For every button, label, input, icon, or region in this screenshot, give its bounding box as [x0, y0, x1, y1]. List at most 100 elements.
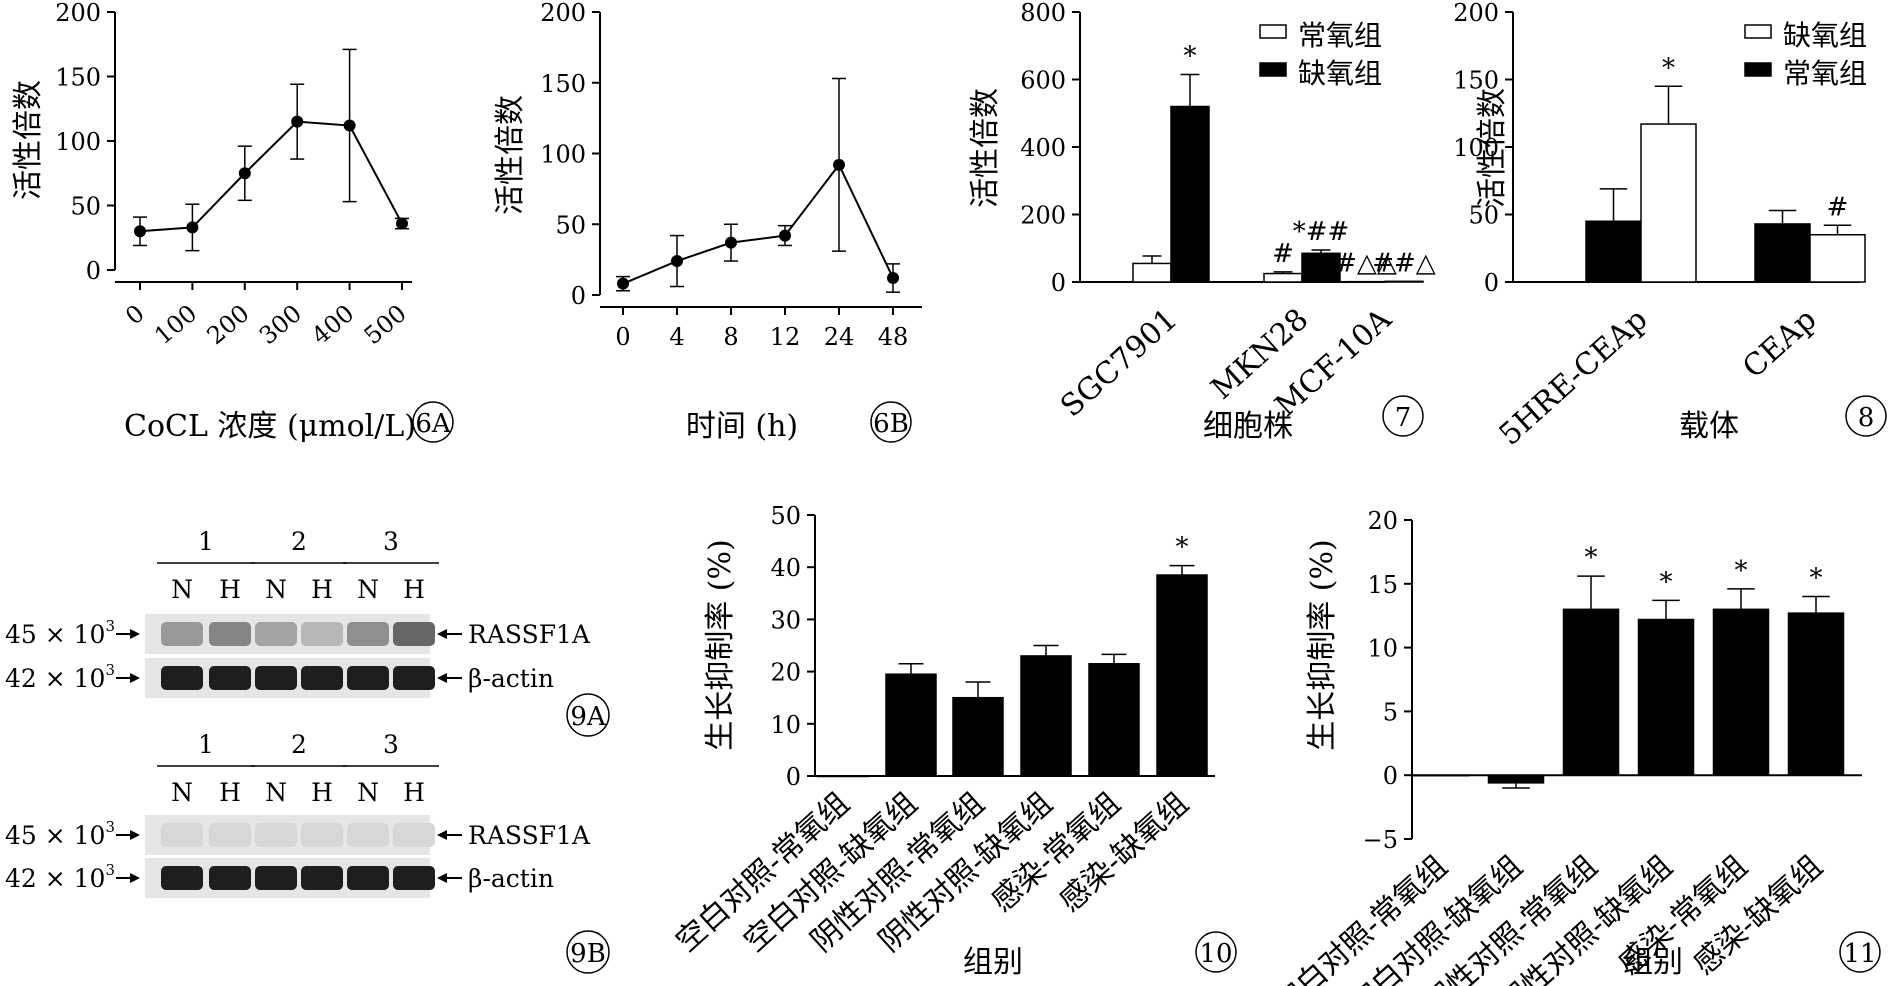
panel-label-circle — [566, 693, 610, 737]
x-tick-label: 300 — [254, 299, 307, 350]
y-tick-label: 10 — [770, 711, 801, 739]
lane-label: H — [219, 575, 241, 604]
right-arrow-head — [437, 673, 447, 683]
mw-exponent: 3 — [105, 861, 115, 879]
right-arrow-head — [437, 830, 447, 840]
panel-label-circle — [1382, 395, 1424, 437]
y-tick-label: 20 — [1367, 507, 1398, 535]
lane-label: N — [357, 575, 379, 604]
y-axis-label: 活性倍数 — [11, 80, 46, 200]
lane-group-label: 3 — [383, 730, 399, 759]
y-axis-label: 活性倍数 — [968, 88, 1003, 208]
x-category-label: 5HRE-CEAp — [1493, 302, 1655, 453]
bar — [885, 673, 937, 777]
x-tick-label: 0 — [615, 323, 630, 351]
x-axis-label: 载体 — [1679, 409, 1739, 444]
blot-band — [255, 622, 297, 646]
y-axis-label: 活性倍数 — [1475, 88, 1510, 208]
blot-band — [255, 823, 297, 847]
left-arrow-head — [130, 673, 140, 683]
bar — [1562, 608, 1620, 776]
significance-mark: # — [1272, 239, 1294, 269]
blot-band — [161, 666, 203, 690]
x-axis-label: CoCL 浓度 (μmol/L) — [124, 409, 416, 444]
y-tick-label: 200 — [540, 0, 586, 27]
lane-label: H — [311, 575, 333, 604]
lane-label: N — [265, 575, 287, 604]
panel-label-circle — [1839, 931, 1881, 973]
blot-band — [347, 866, 389, 890]
protein-label: β-actin — [468, 864, 554, 893]
bar — [1787, 612, 1845, 776]
mw-exponent: 3 — [105, 661, 115, 679]
blot-band — [393, 622, 435, 646]
y-axis-label: 生长抑制率 (%) — [1305, 539, 1340, 750]
x-tick-label: 0 — [120, 299, 150, 330]
blot-band — [301, 666, 343, 690]
y-tick-label: 0 — [1051, 269, 1066, 297]
blot-band — [161, 866, 203, 890]
blot-band — [347, 622, 389, 646]
y-axis-label: 生长抑制率 (%) — [703, 539, 738, 750]
significance-mark: * — [1176, 533, 1189, 563]
data-point — [396, 217, 408, 230]
bar — [1301, 252, 1341, 283]
data-point — [671, 255, 683, 268]
y-tick-label: 400 — [1020, 134, 1066, 162]
data-point — [291, 115, 304, 128]
blot-band — [255, 866, 297, 890]
data-point — [343, 119, 356, 132]
bar — [1156, 574, 1208, 777]
mw-exponent: 3 — [105, 818, 115, 836]
significance-mark: * — [1735, 556, 1748, 586]
y-tick-label: 150 — [55, 64, 101, 92]
bar — [1346, 280, 1386, 283]
panel-label: 7 — [1395, 403, 1412, 433]
x-tick-label: 200 — [202, 299, 255, 350]
protein-label: β-actin — [468, 664, 554, 693]
blot-band — [347, 823, 389, 847]
x-axis-label: 细胞株 — [1203, 409, 1293, 444]
bar — [1384, 280, 1424, 283]
right-arrow-head — [437, 629, 447, 639]
lane-label: H — [403, 575, 425, 604]
panel-label: 9B — [570, 939, 606, 969]
y-tick-label: 100 — [540, 141, 586, 169]
y-tick-label: 150 — [1453, 67, 1499, 95]
significance-mark: ##△ — [1372, 248, 1436, 278]
bar — [1754, 223, 1811, 283]
data-point — [617, 277, 629, 290]
y-tick-label: 600 — [1020, 67, 1066, 95]
lane-group-label: 2 — [291, 730, 307, 759]
panel-label: 8 — [1858, 403, 1875, 433]
data-point — [887, 272, 899, 285]
significance-mark: # — [1827, 192, 1849, 222]
x-tick-label: 100 — [149, 299, 202, 350]
mw-base: 42 × 10 — [5, 864, 105, 893]
bar — [1412, 774, 1470, 777]
bar — [1809, 234, 1866, 283]
y-tick-label: 50 — [70, 193, 101, 221]
x-tick-label: 500 — [359, 299, 412, 350]
panel-label-circle — [566, 930, 610, 974]
blot-band — [209, 823, 251, 847]
y-tick-label: 5 — [1383, 698, 1398, 726]
panel-label: 6B — [873, 409, 909, 439]
x-tick-label: 400 — [306, 299, 359, 350]
x-category-label: CEAp — [1736, 302, 1823, 385]
blot-band — [393, 866, 435, 890]
x-tick-label: 8 — [723, 323, 738, 351]
lane-group-label: 1 — [198, 730, 214, 759]
y-tick-label: 0 — [1383, 762, 1398, 790]
protein-label: RASSF1A — [468, 620, 591, 649]
mw-base: 42 × 10 — [5, 664, 105, 693]
bar — [1020, 655, 1072, 777]
y-tick-label: 50 — [1468, 202, 1499, 230]
y-tick-label: 15 — [1367, 571, 1398, 599]
